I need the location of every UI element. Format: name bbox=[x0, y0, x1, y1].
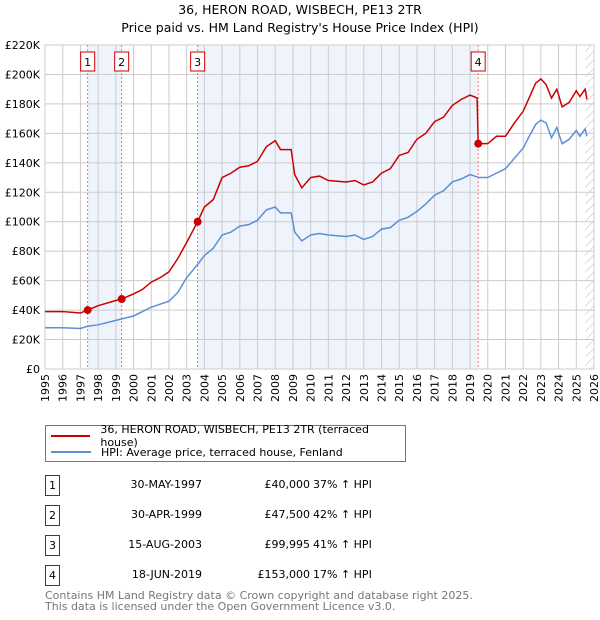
sale-row: 4 18-JUN-2019 £153,000 17% ↑ HPI bbox=[45, 565, 445, 586]
sale-hpi-diff: 17% ↑ HPI bbox=[313, 568, 372, 581]
sale-marker-box bbox=[470, 51, 486, 72]
x-tick-label: 2003 bbox=[181, 374, 194, 402]
sale-date: 15-AUG-2003 bbox=[128, 538, 202, 551]
sale-number-badge: 4 bbox=[45, 565, 60, 586]
sale-row: 2 30-APR-1999 £47,500 42% ↑ HPI bbox=[45, 505, 445, 526]
legend-item-property: 36, HERON ROAD, WISBECH, PE13 2TR (terra… bbox=[51, 423, 405, 449]
x-tick-label: 2008 bbox=[269, 374, 282, 402]
x-tick-label: 2001 bbox=[145, 374, 158, 402]
x-tick-label: 1996 bbox=[57, 374, 70, 402]
sale-number-badge: 2 bbox=[45, 505, 60, 526]
legend-label: HPI: Average price, terraced house, Fenl… bbox=[101, 445, 343, 459]
footer-line-1: Contains HM Land Registry data © Crown c… bbox=[45, 589, 473, 602]
x-tick-label: 2009 bbox=[287, 374, 300, 402]
sale-marker-box bbox=[80, 51, 96, 72]
sale-number-badge: 1 bbox=[45, 475, 60, 496]
sale-hpi-diff: 42% ↑ HPI bbox=[313, 508, 372, 521]
y-tick-label: £40K bbox=[12, 304, 41, 317]
price-paid-line bbox=[45, 77, 588, 314]
y-tick-label: £0 bbox=[26, 363, 40, 376]
y-tick-label: £80K bbox=[12, 245, 41, 258]
x-tick-label: 2021 bbox=[499, 374, 512, 402]
y-tick-label: £200K bbox=[5, 68, 41, 81]
sale-marker-label: 2 bbox=[118, 56, 125, 69]
y-tick-label: £20K bbox=[12, 334, 41, 347]
x-tick-label: 2013 bbox=[358, 374, 371, 402]
sale-hpi-diff: 41% ↑ HPI bbox=[313, 538, 372, 551]
y-tick-label: £100K bbox=[5, 216, 41, 229]
x-tick-label: 2005 bbox=[216, 374, 229, 402]
legend: 36, HERON ROAD, WISBECH, PE13 2TR (terra… bbox=[45, 423, 406, 462]
x-tick-label: 2011 bbox=[322, 374, 335, 402]
sale-date: 30-APR-1999 bbox=[130, 508, 202, 521]
x-tick-label: 2026 bbox=[588, 374, 600, 402]
x-tick-label: 2015 bbox=[393, 374, 406, 402]
legend-label: 36, HERON ROAD, WISBECH, PE13 2TR (terra… bbox=[100, 423, 369, 449]
sale-price: £153,000 bbox=[257, 568, 311, 581]
y-tick-label: £160K bbox=[5, 127, 41, 140]
chart-title: 36, HERON ROAD, WISBECH, PE13 2TR bbox=[178, 2, 422, 17]
sale-row: 1 30-MAY-1997 £40,000 37% ↑ HPI bbox=[45, 475, 445, 496]
sale-price: £47,500 bbox=[264, 508, 311, 521]
sale-price: £99,995 bbox=[264, 538, 311, 551]
x-tick-label: 2020 bbox=[482, 374, 495, 402]
sale-marker-label: 1 bbox=[84, 56, 91, 69]
sale-point bbox=[83, 306, 92, 315]
sale-date: 18-JUN-2019 bbox=[131, 568, 202, 581]
footer: Contains HM Land Registry data © Crown c… bbox=[45, 590, 473, 612]
x-tick-label: 2016 bbox=[411, 374, 424, 402]
y-tick-label: £180K bbox=[5, 98, 41, 111]
legend-swatch-red bbox=[51, 435, 91, 437]
hatched-future bbox=[585, 45, 594, 369]
x-tick-label: 1999 bbox=[110, 374, 123, 402]
sale-marker-label: 4 bbox=[475, 56, 482, 69]
shaded-period bbox=[197, 45, 479, 369]
footer-line-2: This data is licensed under the Open Gov… bbox=[45, 600, 396, 613]
x-tick-label: 2019 bbox=[464, 374, 477, 402]
y-tick-label: £60K bbox=[12, 275, 41, 288]
sale-marker-label: 3 bbox=[194, 56, 201, 69]
x-tick-label: 2017 bbox=[429, 374, 442, 402]
x-tick-label: 2002 bbox=[163, 374, 176, 402]
x-tick-label: 2004 bbox=[198, 374, 211, 402]
x-tick-label: 1998 bbox=[92, 374, 105, 402]
x-tick-label: 2022 bbox=[517, 374, 530, 402]
x-tick-label: 2012 bbox=[340, 374, 353, 402]
x-tick-label: 2025 bbox=[570, 374, 583, 402]
sale-price: £40,000 bbox=[264, 478, 311, 491]
sale-row: 3 15-AUG-2003 £99,995 41% ↑ HPI bbox=[45, 535, 445, 556]
sale-marker-box bbox=[114, 51, 130, 72]
sale-number-badge: 3 bbox=[45, 535, 60, 556]
y-tick-label: £120K bbox=[5, 186, 41, 199]
x-tick-label: 2024 bbox=[553, 374, 566, 402]
x-tick-label: 2007 bbox=[252, 374, 265, 402]
sale-hpi-diff: 37% ↑ HPI bbox=[313, 478, 372, 491]
chart-subtitle: Price paid vs. HM Land Registry's House … bbox=[121, 20, 479, 35]
sale-date: 30-MAY-1997 bbox=[130, 478, 202, 491]
sale-point bbox=[474, 139, 483, 148]
legend-item-hpi: HPI: Average price, terraced house, Fenl… bbox=[51, 444, 343, 460]
plot-border bbox=[44, 44, 595, 370]
x-tick-label: 2023 bbox=[535, 374, 548, 402]
legend-swatch-blue bbox=[51, 451, 91, 453]
x-tick-label: 2010 bbox=[305, 374, 318, 402]
x-tick-label: 2006 bbox=[234, 374, 247, 402]
hpi-line bbox=[45, 119, 588, 330]
sale-point bbox=[193, 217, 202, 226]
x-tick-label: 2014 bbox=[375, 374, 388, 402]
sale-point bbox=[117, 295, 126, 304]
x-tick-label: 2000 bbox=[128, 374, 141, 402]
y-tick-label: £220K bbox=[5, 39, 41, 52]
chart-plot: 1995 1996 1997 1998 1999 2000 2001 2002 2003 2004… bbox=[5, 39, 600, 402]
x-tick-label: 1995 bbox=[39, 374, 52, 402]
y-tick-label: £140K bbox=[5, 157, 41, 170]
sale-marker-box bbox=[190, 51, 206, 72]
x-tick-label: 1997 bbox=[74, 374, 87, 402]
x-tick-label: 2018 bbox=[446, 374, 459, 402]
